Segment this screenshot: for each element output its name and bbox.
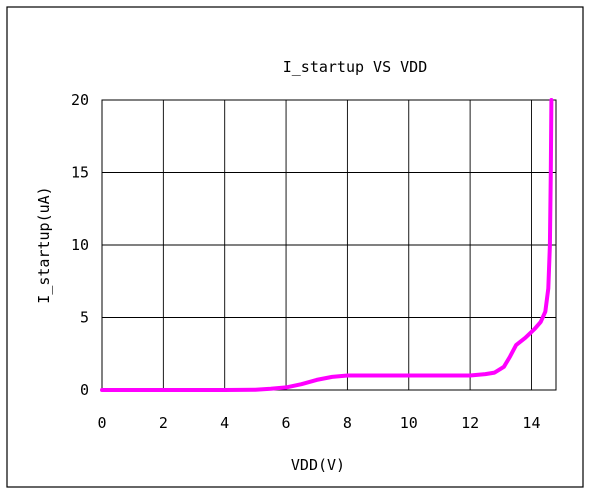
- y-tick-label: 15: [71, 164, 89, 182]
- x-tick-label: 4: [220, 414, 229, 432]
- plot-area-border: [101, 99, 557, 391]
- x-tick-label: 14: [522, 414, 540, 432]
- y-tick-label: 10: [71, 236, 89, 254]
- series-group: [100, 98, 554, 392]
- y-tick-labels: 0 5 10 15 20: [71, 91, 89, 399]
- chart-title: I_startup VS VDD: [283, 58, 428, 76]
- x-tick-label: 6: [282, 414, 291, 432]
- x-axis-label: VDD(V): [291, 456, 345, 474]
- y-tick-label: 0: [80, 381, 89, 399]
- x-tick-label: 0: [97, 414, 106, 432]
- y-tick-label: 5: [80, 309, 89, 327]
- x-tick-label: 12: [461, 414, 479, 432]
- x-tick-label: 8: [343, 414, 352, 432]
- x-tick-label: 10: [400, 414, 418, 432]
- series-line: [100, 98, 554, 392]
- y-tick-label: 20: [71, 91, 89, 109]
- figure-border: [6, 6, 584, 488]
- x-tick-label: 2: [159, 414, 168, 432]
- y-axis-label: I_startup(uA): [35, 186, 53, 303]
- x-tick-labels: 0 2 4 6 8 10 12 14: [97, 414, 540, 432]
